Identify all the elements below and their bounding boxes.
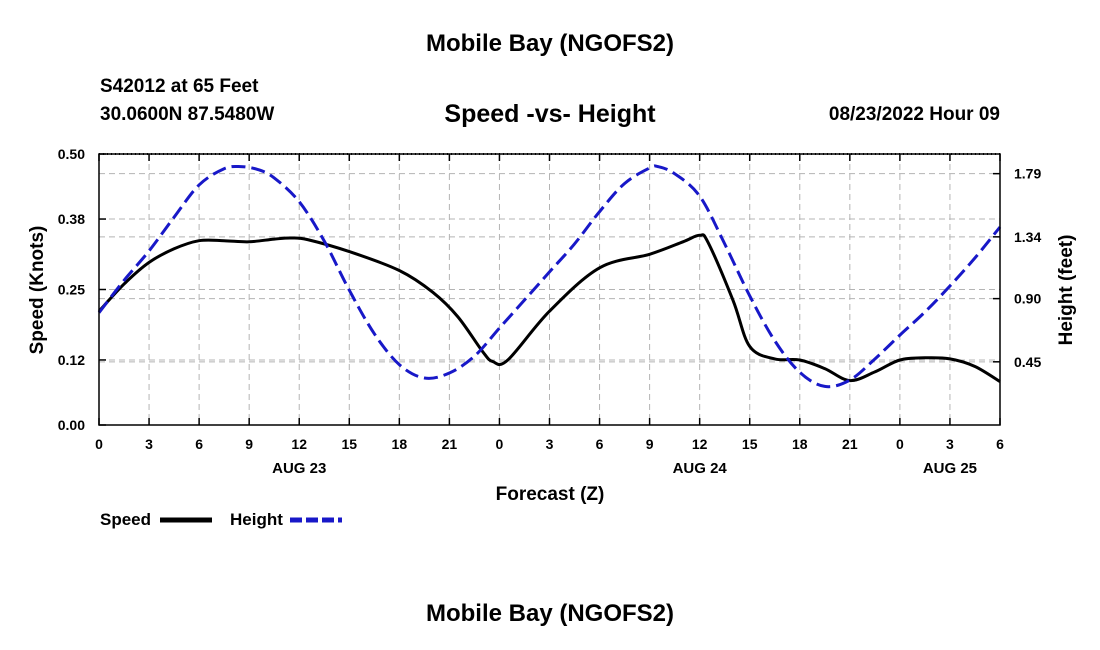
- x-tick-label: 6: [195, 436, 203, 452]
- axis-labels: 0 3 6 9 12 15 18 21 0 3 6 9 12 15 18 21 0 3 6 AUG 23 AUG 24 A…: [58, 146, 1042, 477]
- height-line: [97, 164, 1002, 389]
- chart-subtitle: Speed -vs- Height: [444, 100, 656, 128]
- x-tick-label: 0: [496, 436, 504, 452]
- x-tick-label: 18: [792, 436, 808, 452]
- series-lines: [97, 164, 1002, 389]
- legend-speed-label: Speed: [100, 510, 151, 529]
- x-tick-label: 15: [341, 436, 357, 452]
- x-tick-label: 3: [546, 436, 554, 452]
- forecast-datetime: 08/23/2022 Hour 09: [828, 104, 1000, 125]
- right-tick-label: 1.79: [1014, 166, 1041, 182]
- right-axis-title: Height (feet): [1056, 235, 1077, 346]
- chart-title: Mobile Bay (NGOFS2): [425, 30, 675, 57]
- x-tick-label: 0: [896, 436, 904, 452]
- footer-title: Mobile Bay (NGOFS2): [425, 600, 675, 627]
- coordinates-label: 30.0600N 87.5480W: [100, 104, 275, 125]
- date-label: AUG 23: [272, 460, 326, 477]
- x-axis-title: Forecast (Z): [496, 484, 605, 505]
- x-tick-label: 21: [842, 436, 858, 452]
- x-tick-label: 21: [442, 436, 458, 452]
- right-tick-label: 1.34: [1014, 229, 1041, 245]
- x-tick-label: 6: [996, 436, 1004, 452]
- x-tick-label: 3: [946, 436, 954, 452]
- grid-lines: [99, 154, 1000, 425]
- x-tick-label: 15: [742, 436, 758, 452]
- x-tick-label: 9: [245, 436, 253, 452]
- x-tick-label: 9: [646, 436, 654, 452]
- x-tick-label: 12: [291, 436, 307, 452]
- station-label: S42012 at 65 Feet: [100, 76, 259, 97]
- x-tick-label: 0: [95, 436, 103, 452]
- x-tick-label: 3: [145, 436, 153, 452]
- right-tick-label: 0.45: [1014, 354, 1041, 370]
- legend: Speed Height: [100, 510, 342, 529]
- left-axis-title: Speed (Knots): [27, 226, 48, 355]
- right-tick-label: 0.90: [1014, 291, 1041, 307]
- left-tick-label: 0.50: [58, 146, 85, 162]
- left-tick-label: 0.25: [58, 282, 85, 298]
- x-tick-label: 6: [596, 436, 604, 452]
- left-tick-label: 0.12: [58, 352, 85, 368]
- axis-ticks: [98, 153, 1001, 426]
- x-tick-label: 12: [692, 436, 708, 452]
- left-tick-label: 0.38: [58, 211, 85, 227]
- x-tick-label: 18: [392, 436, 408, 452]
- speed-line: [97, 233, 1001, 383]
- date-label: AUG 24: [673, 460, 728, 477]
- legend-height-label: Height: [230, 510, 283, 529]
- left-tick-label: 0.00: [58, 417, 85, 433]
- date-label: AUG 25: [923, 460, 977, 477]
